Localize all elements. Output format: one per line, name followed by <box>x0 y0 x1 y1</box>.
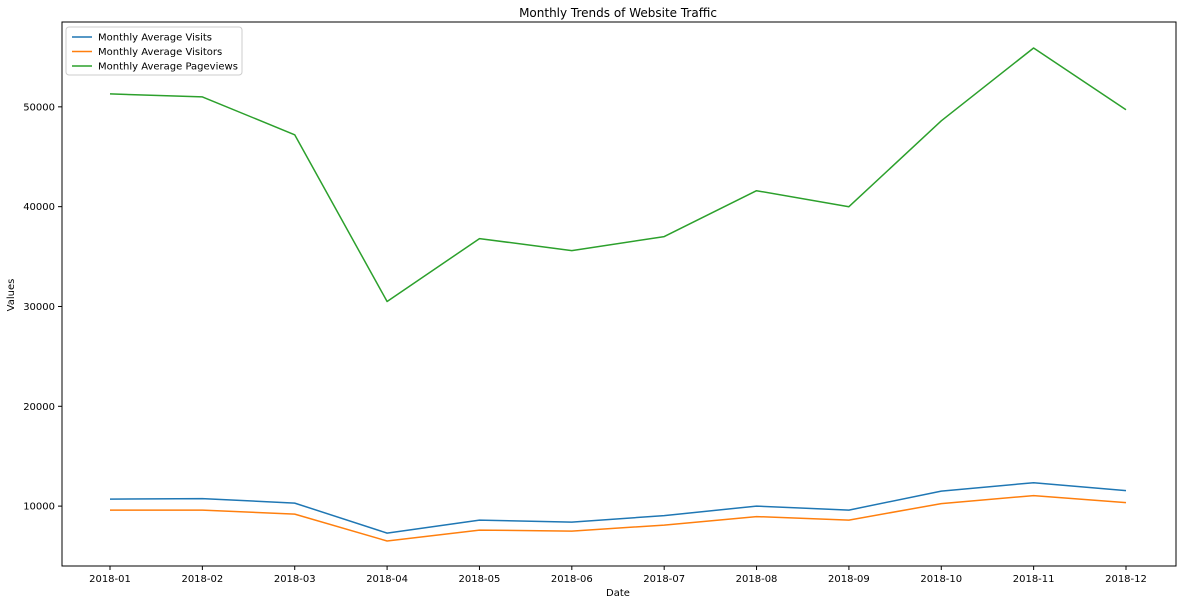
x-tick-label: 2018-09 <box>828 574 870 585</box>
series-line <box>110 494 1127 542</box>
y-tick-label: 40000 <box>23 202 55 213</box>
legend-label: Monthly Average Pageviews <box>98 62 238 73</box>
x-tick-label: 2018-03 <box>274 574 316 585</box>
y-tick-label: 20000 <box>23 402 55 413</box>
chart-title: Monthly Trends of Website Traffic <box>519 6 717 20</box>
y-tick-label: 30000 <box>23 302 55 313</box>
y-axis-label: Values <box>6 279 17 312</box>
x-tick-label: 2018-12 <box>1105 574 1147 585</box>
x-tick-label: 2018-07 <box>643 574 685 585</box>
x-tick-label: 2018-04 <box>366 574 408 585</box>
x-tick-label: 2018-10 <box>920 574 962 585</box>
x-axis-label: Date <box>606 588 630 599</box>
legend-label: Monthly Average Visits <box>98 33 212 44</box>
series-line <box>109 47 1127 303</box>
y-tick-label: 50000 <box>23 102 55 113</box>
legend: Monthly Average Visits Monthly Average Vi… <box>65 26 243 76</box>
y-tick-label: 10000 <box>23 502 55 513</box>
legend-label: Monthly Average Visitors <box>98 47 222 58</box>
series-lines <box>109 47 1127 542</box>
legend-box <box>65 26 243 76</box>
x-tick-label: 2018-02 <box>181 574 223 585</box>
x-tick-label: 2018-06 <box>551 574 593 585</box>
series-line <box>109 481 1127 534</box>
x-tick-label: 2018-08 <box>736 574 778 585</box>
x-tick-label: 2018-01 <box>89 574 131 585</box>
x-tick-label: 2018-11 <box>1013 574 1055 585</box>
plot-frame <box>61 21 1177 567</box>
x-tick-label: 2018-05 <box>459 574 501 585</box>
x-axis: 2018-01 2018-02 2018-03 2018-04 2018-05 2018-… <box>89 566 1147 585</box>
plot-area <box>61 21 1177 567</box>
y-axis: 10000 20000 30000 40000 50000 <box>23 102 62 513</box>
